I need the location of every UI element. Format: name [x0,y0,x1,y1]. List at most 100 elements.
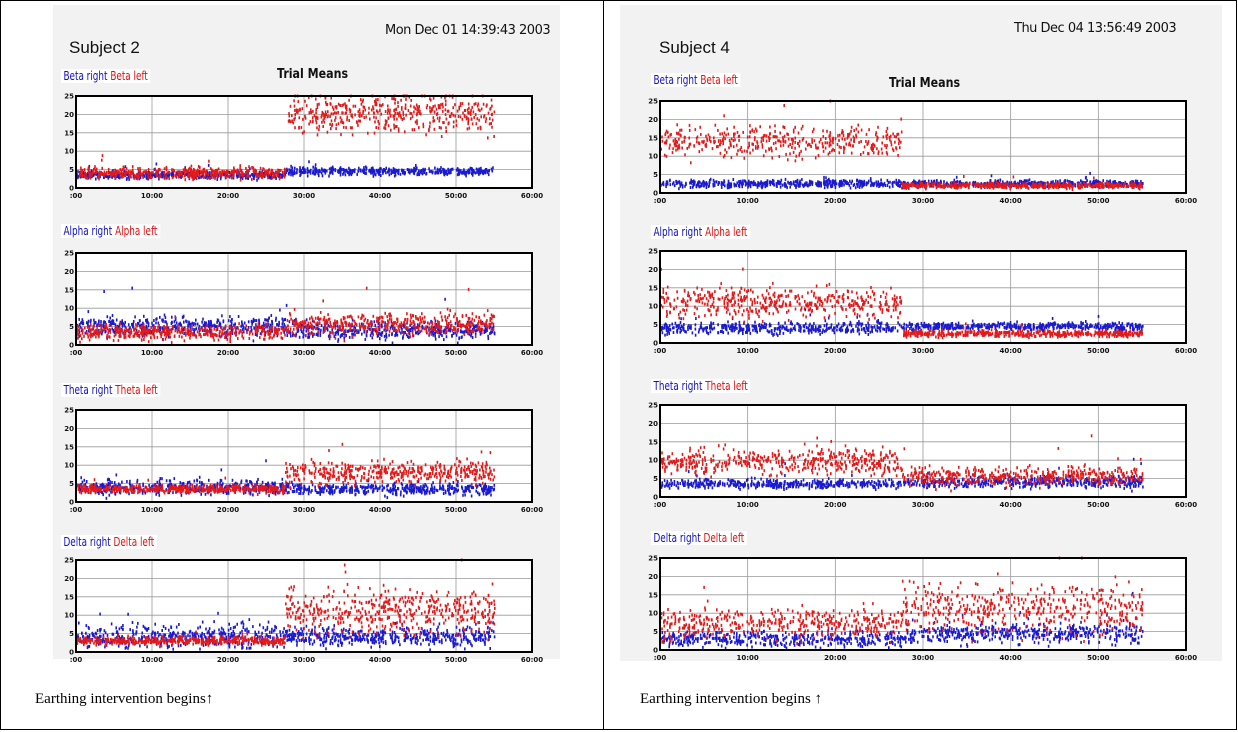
data-point [292,121,295,125]
data-point [306,488,308,492]
data-point [401,118,404,121]
data-point [358,166,360,170]
data-point [301,170,304,174]
data-point [355,329,357,333]
data-point [80,169,82,172]
data-point [161,329,164,333]
data-point [475,315,477,319]
data-point [85,172,88,176]
data-point [186,320,188,324]
data-point [386,327,389,331]
data-point [211,170,213,173]
data-point [171,484,174,488]
data-point [111,314,114,317]
data-point [451,334,453,337]
data-point [210,493,212,497]
data-point [382,170,385,174]
data-point [323,114,325,118]
data-point [264,318,266,322]
data-point [393,126,396,130]
data-point [133,334,135,338]
data-point [465,313,467,317]
data-point [120,172,122,176]
data-point [114,169,116,172]
data-point [203,170,206,174]
data-point [443,338,445,342]
data-point [397,104,399,108]
y-tick-label: 20 [64,425,74,433]
data-point [308,485,310,489]
data-point [374,484,377,488]
data-point [387,104,389,108]
data-point [108,175,111,178]
data-point [134,489,136,493]
data-point [397,127,400,131]
data-point [309,170,311,174]
x-tick-label: 20:00 [217,192,239,200]
data-point [431,488,434,492]
data-point [224,336,226,339]
data-point [339,328,342,332]
data-point [209,167,212,171]
data-point [409,104,412,108]
data-point [335,127,337,131]
data-point [206,330,209,334]
data-point [123,172,126,176]
data-point [345,111,347,115]
data-point [236,168,239,172]
data-point [116,330,118,334]
data-point [81,168,84,172]
data-point [282,173,285,177]
data-point [416,105,419,109]
data-point [376,319,378,323]
data-point [405,489,407,493]
data-point [397,477,400,481]
data-point [97,490,100,494]
data-point [231,176,233,180]
y-tick-label: 5 [69,166,74,174]
data-point [351,169,354,172]
data-point [370,324,373,328]
data-point [114,323,117,327]
data-point [269,327,271,331]
data-point [351,115,354,119]
data-point [401,327,403,331]
data-point [391,322,394,326]
data-point [431,327,433,331]
data-point [252,166,255,170]
data-point [316,116,319,120]
series-left [76,442,496,496]
data-point [436,323,438,327]
data-point [430,332,433,336]
data-point [81,320,83,324]
data-point [91,172,93,176]
data-point [156,174,158,178]
data-point [378,122,380,126]
data-point [472,328,475,332]
data-point [130,175,132,179]
data-point [416,485,418,489]
data-point [211,324,214,328]
data-point [202,169,204,173]
data-point [469,329,471,333]
data-point [321,113,323,117]
data-point [445,126,447,130]
data-point [459,330,462,334]
data-point [292,483,294,487]
data-point [147,340,150,344]
data-point [296,489,298,493]
data-point [290,168,292,172]
data-point [394,471,396,475]
data-point [428,322,431,326]
data-point [425,330,428,334]
data-point [248,332,251,336]
data-point [136,334,139,338]
data-point [396,473,398,477]
data-point [139,172,141,176]
data-point [351,329,354,333]
data-point [240,324,242,328]
data-point [434,331,437,335]
data-point [443,464,446,468]
data-point [293,486,295,489]
data-point [247,177,249,180]
